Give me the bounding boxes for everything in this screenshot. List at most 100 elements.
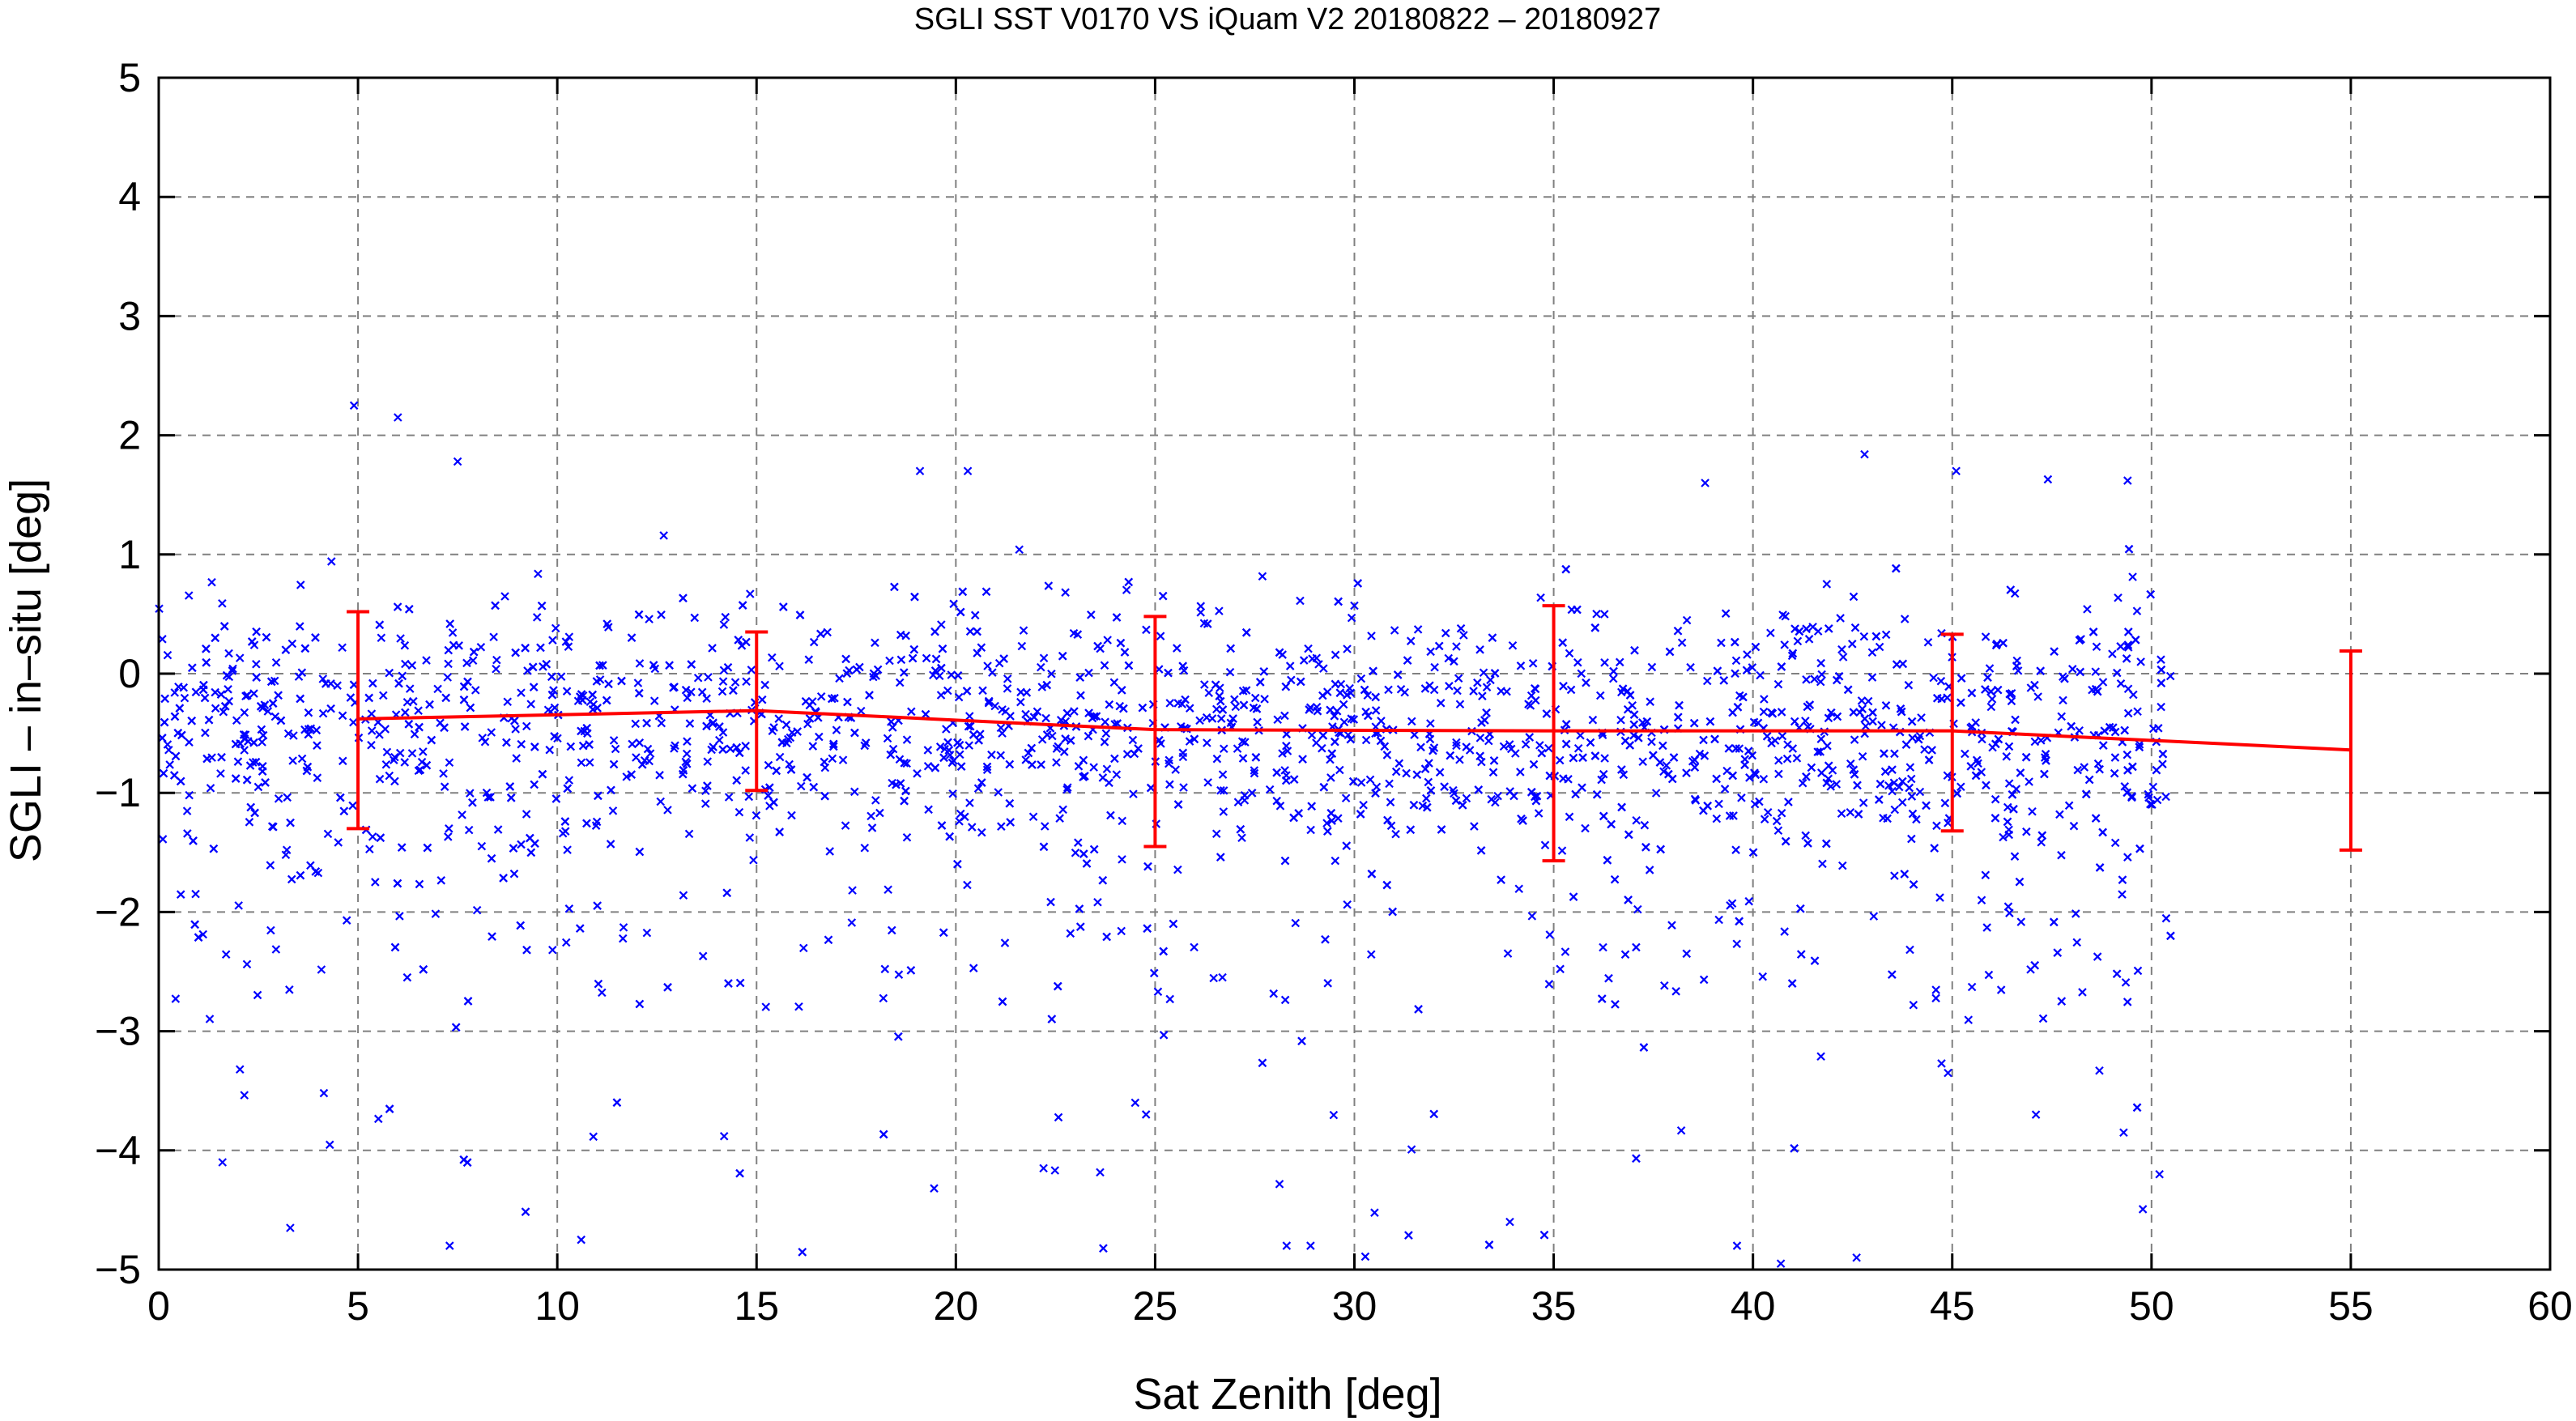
scatter-point <box>1646 697 1654 706</box>
scatter-point <box>224 649 233 658</box>
scatter-point <box>379 691 388 700</box>
scatter-point <box>1134 744 1143 753</box>
scatter-point <box>510 716 519 725</box>
scatter-point <box>1967 982 1977 992</box>
scatter-point <box>1629 720 1639 730</box>
scatter-point <box>1662 761 1671 770</box>
scatter-point <box>266 925 275 935</box>
scatter-point <box>211 633 220 643</box>
scatter-point <box>1071 848 1080 857</box>
scatter-point <box>604 679 613 689</box>
scatter-point <box>867 823 877 832</box>
scatter-point <box>1608 674 1618 683</box>
scatter-point <box>1624 896 1633 904</box>
scatter-point <box>1906 774 1916 784</box>
scatter-point <box>1388 907 1397 917</box>
scatter-point <box>286 818 295 827</box>
scatter-point <box>1556 964 1565 974</box>
scatter-point <box>656 797 665 806</box>
scatter-point <box>2004 779 2014 788</box>
scatter-point <box>1331 856 1340 866</box>
scatter-point <box>1803 839 1812 848</box>
scatter-point <box>825 847 834 856</box>
scatter-point <box>1343 645 1352 653</box>
scatter-point <box>1624 830 1633 840</box>
scatter-point <box>1424 759 1433 768</box>
scatter-point <box>815 732 824 742</box>
scatter-point <box>1452 738 1461 747</box>
scatter-point <box>334 838 343 847</box>
scatter-point <box>1280 766 1289 775</box>
scatter-point <box>894 970 904 979</box>
scatter-point <box>1793 636 1803 646</box>
scatter-point <box>679 891 688 900</box>
scatter-point <box>1788 744 1798 753</box>
scatter-point <box>602 696 611 705</box>
scatter-point <box>221 950 231 959</box>
scatter-point <box>1084 731 1093 741</box>
scatter-point <box>1062 708 1072 718</box>
scatter-point <box>1756 670 1765 680</box>
scatter-point <box>900 758 909 768</box>
scatter-point <box>949 755 958 765</box>
scatter-point <box>665 661 674 670</box>
scatter-point <box>1908 734 1917 742</box>
mean-line <box>358 708 2352 752</box>
scatter-point <box>252 627 261 636</box>
scatter-point <box>548 636 557 645</box>
scatter-point <box>2116 679 2126 688</box>
scatter-point <box>1647 737 1656 747</box>
scatter-point <box>1178 748 1188 758</box>
scatter-point <box>506 793 516 802</box>
scatter-point <box>414 706 423 715</box>
scatter-point <box>930 1184 939 1193</box>
scatter-point <box>522 810 531 819</box>
scatter-point <box>1905 763 1915 772</box>
scatter-point <box>1516 662 1526 670</box>
y-tick-label: 3 <box>118 293 141 338</box>
scatter-point <box>2005 689 2015 699</box>
scatter-point <box>984 698 994 708</box>
scatter-point <box>1731 656 1741 666</box>
scatter-point <box>1641 843 1650 852</box>
scatter-point <box>1629 730 1638 740</box>
scatter-point <box>246 802 255 812</box>
scatter-point <box>1743 650 1752 659</box>
scatter-point <box>2123 640 2133 649</box>
x-tick-label: 10 <box>534 1283 580 1329</box>
scatter-point <box>288 756 297 765</box>
scatter-point <box>1868 717 1877 726</box>
scatter-point <box>775 752 785 762</box>
scatter-point <box>538 769 547 779</box>
scatter-point <box>1985 664 1995 673</box>
scatter-point <box>592 817 602 827</box>
scatter-point <box>1658 741 1667 751</box>
x-tick-label: 40 <box>1731 1283 1776 1329</box>
scatter-point <box>1933 693 1942 703</box>
scatter-point <box>1569 892 1578 901</box>
scatter-point <box>1370 1208 1379 1217</box>
scatter-point <box>491 601 500 611</box>
scatter-point <box>209 844 219 853</box>
scatter-point <box>1981 632 1991 641</box>
scatter-point <box>466 789 475 798</box>
scatter-point <box>560 817 570 826</box>
scatter-point <box>1884 781 1893 790</box>
scatter-point <box>1530 683 1539 693</box>
scatter-point <box>987 750 996 759</box>
scatter-point <box>1455 700 1465 709</box>
scatter-point <box>1894 782 1904 792</box>
scatter-point <box>1363 691 1373 700</box>
scatter-point <box>1082 859 1092 868</box>
scatter-point <box>760 680 769 690</box>
scatter-point <box>726 744 735 754</box>
scatter-point <box>1003 674 1012 683</box>
scatter-point <box>2036 666 2045 675</box>
scatter-point <box>1105 778 1113 788</box>
scatter-point <box>1863 696 1873 706</box>
scatter-point <box>1639 1043 1649 1052</box>
scatter-point <box>266 677 276 687</box>
scatter-point <box>1977 896 1986 905</box>
scatter-point <box>1027 743 1037 753</box>
scatter-point <box>1426 647 1435 657</box>
